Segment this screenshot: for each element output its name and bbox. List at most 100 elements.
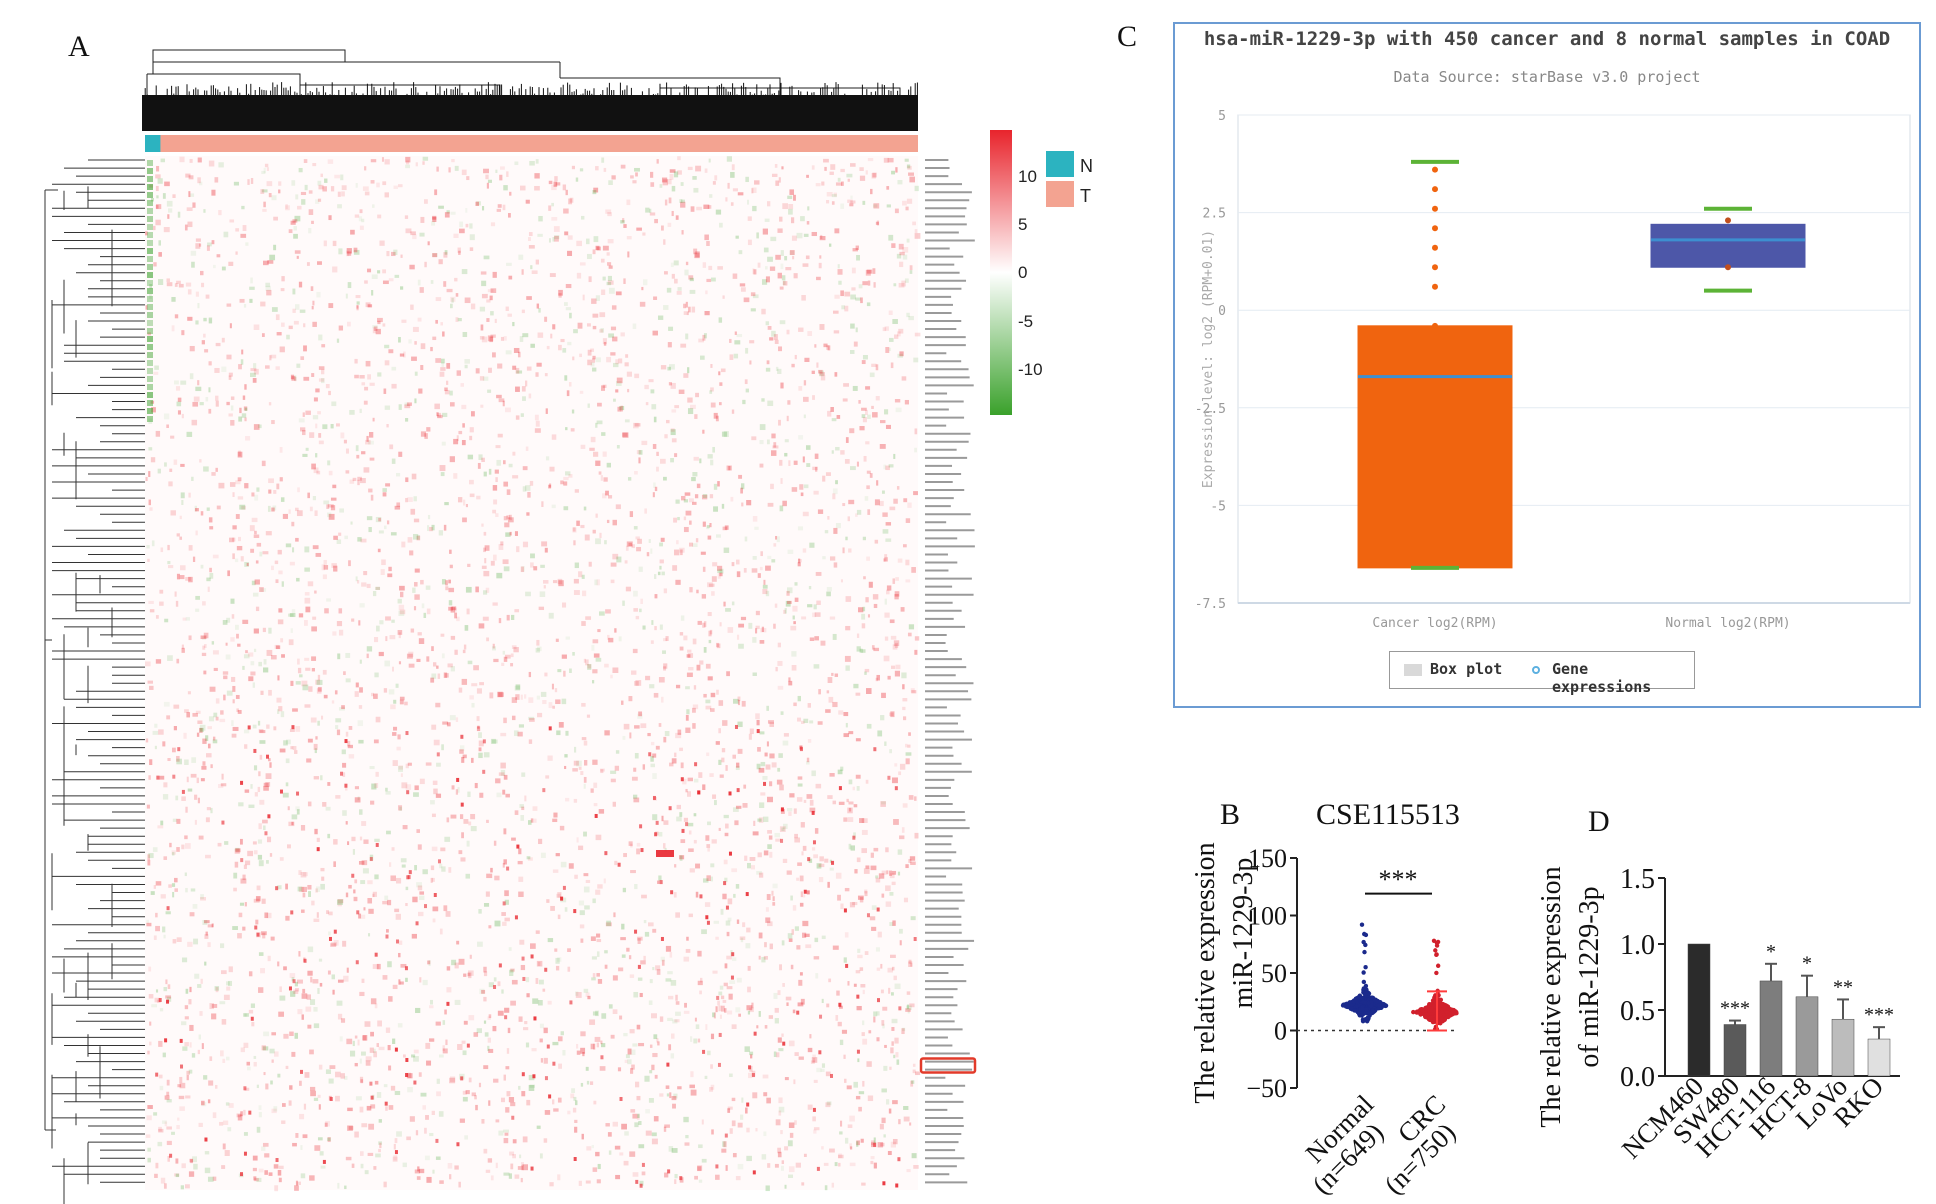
heatmap-cell <box>285 203 288 209</box>
legend-box-plot[interactable]: Box plot <box>1430 660 1503 678</box>
heatmap-cell <box>896 486 900 490</box>
heatmap-cell <box>192 556 196 562</box>
heatmap-cell <box>885 346 890 353</box>
legend-gene-expressions[interactable]: Gene expressions <box>1552 660 1652 696</box>
heatmap-cell <box>433 892 437 897</box>
heatmap-cell <box>454 1165 459 1170</box>
heatmap-cell <box>490 738 496 744</box>
heatmap-cell <box>895 577 899 581</box>
heatmap-cell <box>718 827 721 831</box>
heatmap-cell <box>185 1184 190 1189</box>
heatmap-cell <box>253 765 258 771</box>
heatmap-cell <box>793 194 796 201</box>
heatmap-cell <box>715 1164 719 1169</box>
heatmap-cell <box>723 1141 727 1148</box>
heatmap-cell <box>451 297 454 303</box>
dendrogram-top-branch <box>152 49 346 62</box>
heatmap-cell <box>181 499 184 506</box>
heatmap-cell <box>311 305 314 310</box>
heatmap-cell <box>375 842 379 847</box>
heatmap-cell <box>891 243 896 248</box>
heatmap-cell <box>766 201 771 207</box>
heatmap-cell <box>638 457 641 464</box>
heatmap-cell <box>894 642 899 648</box>
heatmap-cell <box>239 298 245 303</box>
heatmap-cell <box>276 483 280 490</box>
heatmap-cell <box>663 663 668 669</box>
heatmap-cell <box>674 1173 678 1179</box>
heatmap-cell <box>189 158 193 163</box>
heatmap-cell <box>800 822 805 828</box>
heatmap-cell <box>315 388 320 393</box>
heatmap-cell <box>844 655 851 662</box>
heatmap-cell <box>329 1065 336 1070</box>
heatmap-cell <box>145 738 149 743</box>
heatmap-cell <box>620 164 626 169</box>
heatmap-cell <box>751 1002 754 1009</box>
heatmap-cell <box>542 699 547 705</box>
heatmap-cell <box>855 327 858 333</box>
heatmap-cell <box>770 483 774 490</box>
heatmap-cell <box>595 657 602 662</box>
heatmap-cell <box>292 288 296 295</box>
heatmap-cell <box>849 1162 856 1167</box>
heatmap-cell <box>405 164 411 169</box>
heatmap-cell <box>509 970 514 976</box>
heatmap-cell <box>550 905 555 911</box>
heatmap-cell <box>904 158 909 162</box>
heatmap-cell <box>344 739 348 744</box>
heatmap-cell <box>450 211 456 215</box>
heatmap-cell <box>717 565 723 571</box>
heatmap-cell <box>336 621 343 627</box>
heatmap-cell <box>248 971 253 977</box>
heatmap-cell <box>368 527 372 533</box>
heatmap-cell <box>419 891 425 895</box>
heatmap-cell <box>311 463 316 470</box>
heatmap-cell <box>398 940 403 945</box>
heatmap-cell <box>181 644 184 650</box>
heatmap-cell <box>412 326 419 332</box>
heatmap-cell <box>891 992 894 996</box>
heatmap-cell <box>747 239 752 246</box>
heatmap-cell <box>398 632 401 639</box>
heatmap-cell <box>746 1155 752 1162</box>
heatmap-cell <box>486 819 489 823</box>
heatmap-cell <box>390 704 396 710</box>
heatmap-cell <box>411 1054 416 1058</box>
heatmap-cell <box>720 908 724 915</box>
heatmap-cell <box>462 517 467 523</box>
heatmap-cell <box>437 859 441 864</box>
heatmap-cell <box>660 458 666 464</box>
heatmap-cell <box>147 680 154 684</box>
heatmap-cell <box>640 960 646 965</box>
heatmap-cell <box>495 445 501 449</box>
heatmap-cell <box>555 699 561 705</box>
heatmap-cell <box>355 960 359 965</box>
heatmap-cell <box>426 1176 432 1183</box>
heatmap-cell <box>882 1023 885 1029</box>
panel-label-b: B <box>1220 798 1241 831</box>
heatmap-cell <box>214 367 220 373</box>
heatmap-cell <box>639 992 643 998</box>
heatmap-cell <box>288 639 294 646</box>
heatmap-cell <box>364 280 368 284</box>
heatmap-cell <box>663 736 667 743</box>
heatmap-cell <box>198 1122 203 1128</box>
heatmap-cell <box>756 870 762 875</box>
heatmap-cell <box>673 1093 678 1099</box>
heatmap-cell <box>261 1146 266 1151</box>
heatmap-cell <box>252 1167 257 1172</box>
heatmap-cell <box>759 640 765 644</box>
heatmap-cell <box>708 158 711 163</box>
heatmap-cell <box>661 571 665 576</box>
heatmap-cell <box>296 979 303 984</box>
heatmap-cell <box>688 848 694 852</box>
heatmap-cell <box>699 894 703 899</box>
heatmap-cell <box>166 1079 170 1086</box>
heatmap-cell <box>640 723 647 729</box>
heatmap-cell <box>887 967 893 973</box>
heatmap-cell <box>763 850 769 856</box>
boxplot-legend[interactable]: Box plot Gene expressions <box>1389 651 1695 696</box>
heatmap-cell <box>826 690 830 694</box>
heatmap-cell <box>563 506 569 511</box>
